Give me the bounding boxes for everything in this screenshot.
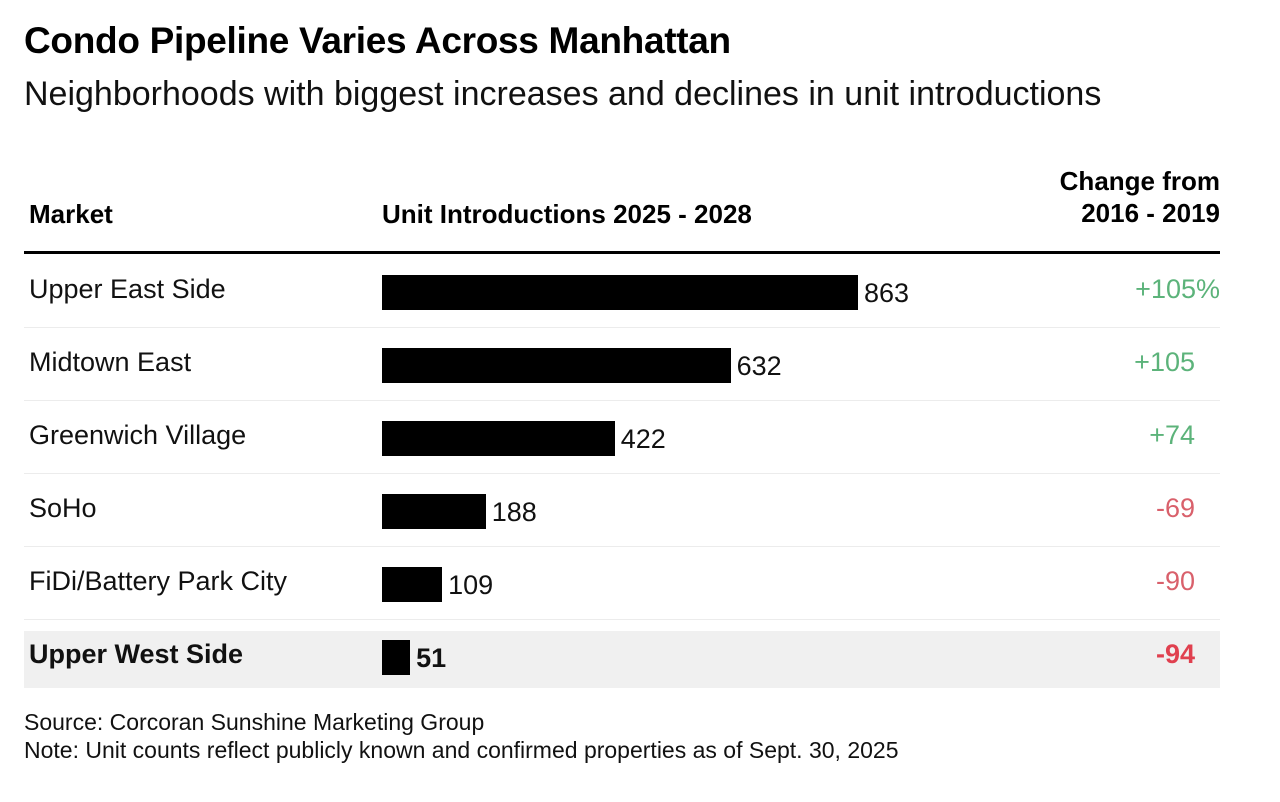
bar: [382, 640, 411, 675]
bar-value-label: 422: [620, 424, 666, 454]
change-value: -94: [1155, 639, 1195, 669]
change-value: +105%: [1135, 274, 1220, 304]
source-note: Source: Corcoran Sunshine Marketing Grou…: [24, 709, 485, 735]
change-value: +74: [1149, 420, 1195, 450]
change-value: +105: [1134, 347, 1195, 377]
chart-subtitle: Neighborhoods with biggest increases and…: [24, 75, 1102, 113]
market-label: FiDi/Battery Park City: [29, 566, 288, 596]
header-rule: [24, 251, 1220, 254]
footnote: Note: Unit counts reflect publicly known…: [24, 737, 899, 763]
bar-value-label: 632: [736, 351, 782, 381]
bar-value-label: 51: [416, 643, 447, 673]
bar: [382, 421, 615, 456]
table-row: Greenwich Village 422 +74: [24, 401, 1220, 474]
bar: [382, 348, 731, 383]
chart-title: Condo Pipeline Varies Across Manhattan: [24, 20, 731, 61]
bar-value-label: 109: [448, 570, 494, 600]
table-row: SoHo 188 -69: [24, 474, 1220, 547]
bar-value-label: 863: [864, 278, 910, 308]
table-row: Midtown East 632 +105: [24, 328, 1220, 401]
column-header-change-line2: 2016 - 2019: [1081, 198, 1220, 228]
bar-value-label: 188: [491, 497, 537, 527]
market-label: Greenwich Village: [29, 420, 247, 450]
column-header-market: Market: [29, 199, 113, 229]
column-header-change-line1: Change from: [1059, 166, 1220, 196]
column-header-change: Change from 2016 - 2019: [960, 165, 1220, 229]
table-row: Upper West Side 51 -94: [24, 631, 1220, 688]
column-header-units: Unit Introductions 2025 - 2028: [382, 199, 752, 229]
table-row: Upper East Side 863 +105%: [24, 255, 1220, 328]
bar: [382, 494, 486, 529]
market-label: Upper West Side: [29, 639, 244, 669]
bar: [382, 567, 443, 602]
market-label: Upper East Side: [29, 274, 226, 304]
change-value: -69: [1155, 493, 1195, 523]
change-value: -90: [1155, 566, 1195, 596]
market-label: SoHo: [29, 493, 97, 523]
table-row: FiDi/Battery Park City 109 -90: [24, 547, 1220, 620]
bar: [382, 275, 858, 310]
market-label: Midtown East: [29, 347, 192, 377]
